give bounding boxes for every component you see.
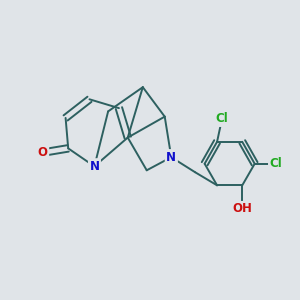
Text: Cl: Cl [216, 112, 228, 125]
Text: N: N [166, 151, 176, 164]
Text: Cl: Cl [270, 157, 282, 170]
Text: Cl: Cl [270, 157, 282, 170]
Text: N: N [89, 160, 99, 173]
Text: N: N [89, 160, 99, 173]
Text: OH: OH [232, 202, 252, 215]
Text: O: O [38, 146, 48, 159]
Text: OH: OH [232, 202, 252, 215]
Text: Cl: Cl [216, 112, 228, 125]
Text: O: O [38, 146, 48, 159]
Text: N: N [166, 151, 176, 164]
